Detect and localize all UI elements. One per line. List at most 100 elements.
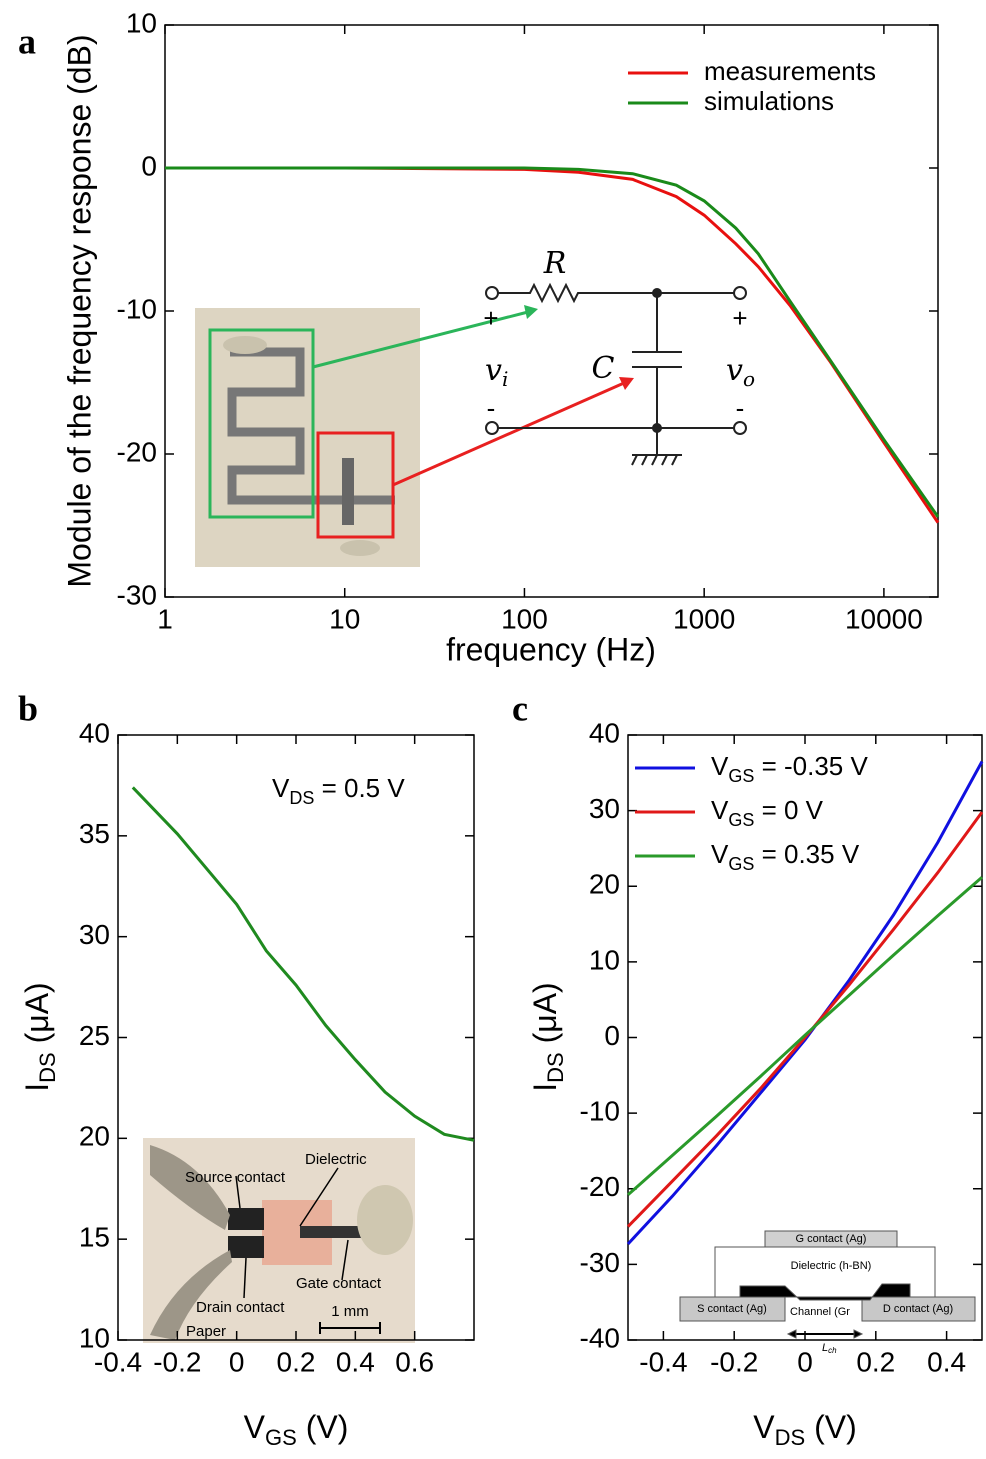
x-tick-label: 0.4 — [927, 1346, 966, 1377]
legend-label-part: GS — [728, 854, 754, 874]
legend-label: simulations — [704, 86, 834, 116]
y-tick-label: 15 — [79, 1222, 110, 1253]
x-tick-label: 1 — [157, 603, 173, 634]
legend-label-part: = 0 V — [754, 795, 823, 825]
y-tick-label: -20 — [580, 1171, 620, 1202]
inset-label: 1 mm — [331, 1303, 369, 1320]
annotation-part: DS — [289, 788, 314, 808]
y-tick-label: 0 — [141, 150, 157, 181]
x-tick-label: 0.2 — [856, 1346, 895, 1377]
y-tick-label: 30 — [79, 919, 110, 950]
photo-inset-b — [143, 1138, 415, 1343]
data-line — [627, 876, 983, 1196]
circuit-label: R — [543, 246, 567, 281]
static-labels: R C vi vo + + - - Source contact Dielect… — [185, 246, 953, 1355]
legend-label-part: V — [711, 839, 729, 869]
legend-label-part: V — [711, 751, 729, 781]
x-tick-label: -0.2 — [710, 1346, 758, 1377]
x-tick-label: -0.4 — [94, 1346, 142, 1377]
y-tick-label: 10 — [126, 7, 157, 38]
circuit-diagram — [485, 282, 747, 466]
y-tick-label: 40 — [79, 717, 110, 748]
x-tick-label: 0.6 — [395, 1346, 434, 1377]
x-tick-label: 0 — [229, 1346, 245, 1377]
circuit-label: + — [732, 303, 747, 333]
y-tick-label: 25 — [79, 1020, 110, 1051]
legend-label-part: = -0.35 V — [754, 751, 868, 781]
panel-label: c — [512, 688, 528, 728]
inset-label: Drain contact — [196, 1299, 285, 1316]
x-axis-title: frequency (Hz) — [446, 631, 656, 667]
photo-inset-a — [195, 305, 634, 567]
y-tick-label: 20 — [589, 869, 620, 900]
legend-label: measurements — [704, 56, 876, 86]
x-axis-title-part: (V) — [297, 1409, 349, 1445]
x-axis-title-part: V — [244, 1409, 266, 1445]
x-tick-label: -0.2 — [153, 1346, 201, 1377]
circuit-label: vi — [485, 353, 508, 391]
x-tick-label: 10000 — [845, 603, 923, 634]
y-axis-title-part: I — [19, 1083, 55, 1092]
x-axis-title: VGS (V) — [244, 1409, 349, 1449]
y-tick-label: 20 — [79, 1121, 110, 1152]
panel-label: a — [18, 21, 36, 61]
y-tick-label: 30 — [589, 793, 620, 824]
y-tick-label: 10 — [589, 944, 620, 975]
y-axis-title-part: DS — [543, 1052, 568, 1083]
x-tick-label: 100 — [501, 603, 548, 634]
annotation-part: = 0.5 V — [314, 773, 405, 803]
inset-label: Dielectric (h-BN) — [791, 1260, 872, 1272]
x-tick-label: -0.4 — [639, 1346, 687, 1377]
y-axis-title-part: DS — [35, 1052, 60, 1083]
x-tick-label: 0.2 — [277, 1346, 316, 1377]
legend-label-part: GS — [728, 810, 754, 830]
legend-label-part: GS — [728, 766, 754, 786]
y-tick-label: -10 — [580, 1096, 620, 1127]
x-tick-label: 1000 — [673, 603, 735, 634]
device-schematic — [679, 1230, 976, 1339]
legend-label: VGS = -0.35 V — [711, 751, 868, 786]
y-axis-title: Module of the frequency response (dB) — [61, 34, 97, 587]
inset-label: Paper — [186, 1323, 226, 1340]
circuit-label: vo — [726, 353, 755, 391]
x-axis-title-part: DS — [775, 1425, 806, 1450]
y-axis-title-part: I — [527, 1083, 563, 1092]
x-tick-label: 0.4 — [336, 1346, 375, 1377]
circuit-label: - — [487, 393, 496, 423]
y-axis-title: IDS (μA) — [19, 982, 59, 1091]
y-tick-label: 10 — [79, 1322, 110, 1353]
data-line — [131, 786, 475, 1142]
inset-label: D contact (Ag) — [883, 1303, 953, 1315]
y-tick-label: -30 — [580, 1247, 620, 1278]
legend-label: VGS = 0.35 V — [711, 839, 860, 874]
y-axis-title: IDS (μA) — [527, 982, 567, 1091]
inset-label: Dielectric — [305, 1151, 367, 1168]
y-tick-label: -10 — [117, 293, 157, 324]
y-tick-label: -40 — [580, 1322, 620, 1353]
annotation-part: V — [272, 773, 290, 803]
inset-label: Channel (Gr — [790, 1306, 850, 1318]
circuit-label: - — [736, 393, 745, 423]
x-axis-title-part: GS — [265, 1425, 297, 1450]
x-tick-label: 10 — [329, 603, 360, 634]
y-tick-label: 40 — [589, 717, 620, 748]
circuit-label: + — [483, 303, 498, 333]
inset-label: Lch — [822, 1342, 837, 1355]
x-axis-title-part: V — [753, 1409, 775, 1445]
x-tick-label: 0 — [797, 1346, 813, 1377]
annotation: VDS = 0.5 V — [272, 773, 405, 808]
data-line — [626, 811, 984, 1228]
x-axis-title: VDS (V) — [753, 1409, 856, 1449]
inset-label: Source contact — [185, 1169, 286, 1186]
inset-label: Gate contact — [296, 1275, 382, 1292]
y-axis-title-part: (μA) — [527, 982, 563, 1052]
y-tick-label: 35 — [79, 818, 110, 849]
data-line — [165, 166, 940, 518]
y-tick-label: -30 — [117, 579, 157, 610]
y-tick-label: -20 — [117, 436, 157, 467]
y-axis-title-part: (μA) — [19, 982, 55, 1052]
y-tick-label: 0 — [604, 1020, 620, 1051]
panel-label: b — [18, 688, 38, 728]
data-line — [626, 760, 984, 1246]
